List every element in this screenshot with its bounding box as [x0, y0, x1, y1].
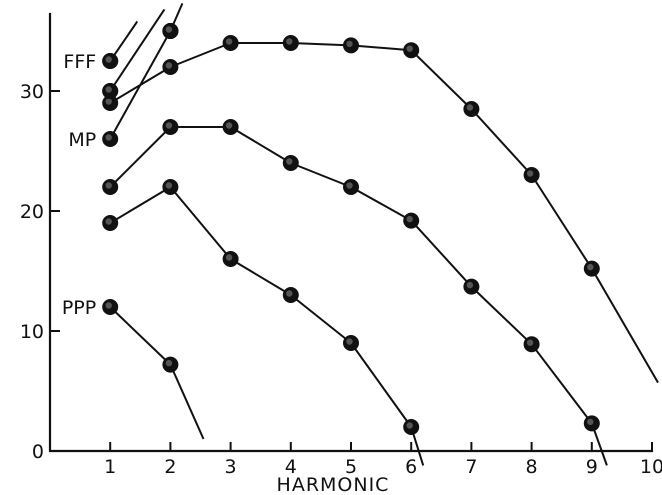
data-point	[343, 37, 359, 54]
series-line	[109, 42, 659, 384]
data-point	[102, 215, 119, 231]
x-tick-label: 1	[104, 456, 116, 478]
data-point	[463, 101, 480, 117]
x-tick-label: 8	[526, 456, 538, 478]
data-point	[162, 59, 179, 75]
data-point-highlight	[225, 254, 233, 261]
data-point	[162, 179, 179, 195]
data-point-highlight	[587, 263, 594, 271]
data-point-highlight	[105, 182, 112, 189]
data-point	[282, 287, 299, 303]
data-point-highlight	[286, 158, 293, 165]
data-point	[523, 167, 540, 183]
data-point	[282, 35, 299, 51]
data-point	[102, 179, 119, 195]
data-point-highlight	[165, 182, 173, 189]
data-point-highlight	[165, 359, 173, 367]
x-tick-label: 6	[405, 456, 417, 478]
data-point-highlight	[406, 45, 413, 52]
x-tick-label: 2	[164, 456, 176, 478]
data-point	[222, 119, 239, 135]
data-point-highlight	[406, 215, 413, 223]
data-point-highlight	[526, 339, 534, 346]
data-point	[162, 119, 179, 135]
y-tick-label: 30	[20, 81, 44, 103]
y-tick-label: 20	[20, 201, 44, 223]
axis-ticks: 0 10 20 30 1 2 3 4 5 6 7 8 9 10	[20, 81, 662, 478]
series-line	[109, 30, 172, 140]
x-tick-label: 3	[225, 456, 237, 478]
data-point	[102, 83, 119, 99]
data-point-highlight	[105, 302, 112, 309]
data-points	[102, 23, 600, 435]
data-point	[583, 260, 600, 277]
series-line	[109, 8, 166, 92]
data-point-highlight	[526, 170, 534, 177]
data-point-highlight	[466, 281, 474, 289]
data-point	[403, 42, 420, 59]
data-point	[343, 335, 359, 351]
data-point-highlight	[105, 134, 112, 141]
data-point-highlight	[587, 418, 594, 426]
x-tick-label: 4	[285, 456, 297, 478]
data-point-highlight	[225, 38, 233, 45]
data-point-highlight	[105, 86, 112, 93]
series-line	[109, 306, 205, 440]
data-point	[583, 415, 600, 432]
data-point	[403, 419, 420, 435]
data-point-highlight	[165, 62, 173, 69]
data-point-highlight	[105, 218, 112, 225]
data-point	[162, 23, 179, 39]
y-tick-label: 10	[20, 321, 44, 343]
data-point-highlight	[346, 338, 353, 345]
data-point-highlight	[225, 122, 233, 129]
data-point-highlight	[165, 122, 173, 129]
data-point	[463, 278, 480, 295]
data-point	[222, 251, 239, 267]
data-point-highlight	[406, 422, 413, 429]
data-point-highlight	[165, 26, 173, 33]
data-point	[162, 356, 179, 373]
y-tick-label: 0	[32, 441, 44, 463]
data-point-highlight	[286, 290, 293, 297]
level-label: MP	[68, 129, 96, 151]
series-lines	[109, 3, 659, 466]
data-point	[222, 35, 239, 51]
data-point-highlight	[346, 40, 353, 48]
data-point	[523, 336, 540, 353]
series-line	[109, 186, 425, 466]
data-point	[102, 131, 119, 147]
x-axis-title: HARMONIC	[277, 474, 390, 495]
data-point	[102, 53, 119, 69]
x-tick-label: 5	[345, 456, 357, 478]
level-label: FFF	[63, 51, 96, 73]
data-point	[102, 299, 119, 315]
x-tick-label: 10	[640, 456, 662, 478]
data-point	[343, 179, 359, 195]
series-line	[109, 126, 608, 466]
data-point-highlight	[105, 56, 112, 63]
data-point-highlight	[466, 104, 474, 111]
data-point	[403, 212, 420, 229]
data-point	[282, 155, 299, 171]
x-tick-label: 7	[465, 456, 477, 478]
level-label: PPP	[62, 297, 96, 319]
data-point	[102, 95, 119, 111]
data-point-highlight	[105, 98, 112, 105]
data-point-highlight	[346, 182, 353, 189]
data-point-highlight	[286, 38, 293, 45]
series-level-labels: FFF MP PPP	[62, 51, 96, 319]
x-tick-label: 9	[586, 456, 598, 478]
